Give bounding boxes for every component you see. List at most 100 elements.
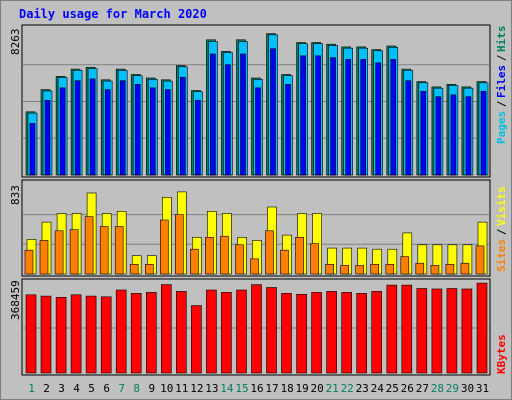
kbytes-kbytes-bar-16 bbox=[251, 284, 262, 374]
day-label-10: 10 bbox=[160, 382, 173, 395]
kbytes-kbytes-bar-22 bbox=[341, 292, 353, 374]
visits-sites-bar-18 bbox=[280, 249, 289, 275]
kbytes-y-max-label: 368459 bbox=[9, 280, 22, 320]
visits-sites-bar-29 bbox=[445, 263, 455, 275]
day-label-19: 19 bbox=[295, 382, 308, 395]
day-label-24: 24 bbox=[371, 382, 385, 395]
visits-sites-bar-16 bbox=[250, 258, 259, 275]
day-label-8: 8 bbox=[133, 382, 140, 395]
visits-sites-bar-27 bbox=[415, 262, 425, 275]
hits-pages-bar-12 bbox=[195, 100, 201, 176]
hits-pages-bar-7 bbox=[119, 80, 126, 176]
kbytes-kbytes-bar-2 bbox=[40, 295, 52, 374]
day-label-28: 28 bbox=[431, 382, 444, 395]
visits-legend-sites: Sites bbox=[495, 239, 508, 272]
hits-pages-bar-26 bbox=[405, 80, 412, 176]
panel-frames bbox=[21, 24, 491, 376]
kbytes-kbytes-bar-3 bbox=[55, 296, 67, 374]
day-label-1: 1 bbox=[28, 382, 35, 395]
kbytes-kbytes-bar-23 bbox=[356, 293, 368, 374]
hits-pages-bar-8 bbox=[134, 84, 141, 176]
day-label-4: 4 bbox=[73, 382, 80, 395]
kbytes-legend-kbytes: KBytes bbox=[495, 334, 508, 374]
hits-pages-bar-9 bbox=[150, 87, 156, 176]
visits-sites-bar-30 bbox=[460, 262, 470, 275]
hits-pages-bar-6 bbox=[104, 89, 111, 176]
day-label-13: 13 bbox=[205, 382, 218, 395]
day-label-14: 14 bbox=[220, 382, 234, 395]
day-label-5: 5 bbox=[88, 382, 95, 395]
chart-title: Daily usage for March 2020 bbox=[19, 7, 207, 21]
visits-sites-bar-3 bbox=[54, 230, 64, 275]
visits-sites-bar-12 bbox=[190, 248, 199, 275]
kbytes-kbytes-bar-11 bbox=[176, 291, 187, 374]
day-label-21: 21 bbox=[326, 382, 339, 395]
visits-sites-bar-26 bbox=[400, 256, 410, 275]
visits-sites-bar-15 bbox=[235, 244, 244, 275]
visits-sites-bar-1 bbox=[24, 249, 34, 275]
hits-pages-bar-30 bbox=[465, 96, 472, 176]
kbytes-kbytes-bar-19 bbox=[296, 293, 307, 374]
visits-sites-bar-21 bbox=[325, 263, 334, 275]
kbytes-kbytes-bar-27 bbox=[416, 288, 428, 374]
hits-pages-bar-22 bbox=[345, 59, 352, 176]
kbytes-kbytes-bar-26 bbox=[401, 284, 413, 374]
day-labels: 1 2 3 4 5 6 7 8 9 10 11 12 13 14 15 16 17 18 19 20 21 22 23 24 2… bbox=[28, 382, 489, 395]
hits-legend-separator-1: / bbox=[495, 100, 508, 107]
hits-pages-bar-28 bbox=[435, 96, 442, 176]
visits-sites-bar-28 bbox=[430, 265, 440, 275]
kbytes-kbytes-bar-18 bbox=[281, 293, 292, 374]
hits-pages-bar-25 bbox=[390, 59, 397, 176]
kbytes-kbytes-bar-28 bbox=[431, 288, 443, 374]
day-label-3: 3 bbox=[58, 382, 65, 395]
visits-sites-bar-13 bbox=[205, 237, 214, 275]
hits-legend-hits: Hits bbox=[495, 26, 508, 53]
day-label-16: 16 bbox=[250, 382, 263, 395]
hits-legend-files: Files bbox=[495, 65, 508, 98]
day-label-7: 7 bbox=[118, 382, 125, 395]
kbytes-kbytes-bar-29 bbox=[446, 288, 458, 374]
hits-pages-bar-1 bbox=[29, 123, 36, 176]
visits-sites-bar-9 bbox=[145, 263, 154, 275]
day-label-29: 29 bbox=[446, 382, 459, 395]
hits-pages-bar-11 bbox=[180, 76, 186, 176]
hits-pages-bar-2 bbox=[44, 100, 51, 176]
visits-sites-bar-22 bbox=[340, 265, 350, 275]
visits-sites-bar-10 bbox=[160, 219, 169, 275]
hits-pages-bar-4 bbox=[74, 80, 81, 176]
hits-pages-bar-19 bbox=[300, 55, 306, 176]
day-label-27: 27 bbox=[416, 382, 429, 395]
kbytes-kbytes-bar-8 bbox=[130, 293, 142, 374]
day-label-11: 11 bbox=[175, 382, 188, 395]
kbytes-kbytes-bar-24 bbox=[371, 291, 383, 374]
day-label-18: 18 bbox=[280, 382, 293, 395]
visits-sites-bar-25 bbox=[385, 263, 395, 275]
kbytes-kbytes-bar-1 bbox=[25, 294, 37, 374]
kbytes-kbytes-bar-31 bbox=[476, 282, 488, 374]
kbytes-kbytes-bar-30 bbox=[461, 288, 473, 374]
visits-sites-bar-5 bbox=[84, 216, 94, 275]
hits-pages-bar-16 bbox=[255, 87, 261, 176]
hits-legend-separator-2: / bbox=[495, 54, 508, 61]
visits-sites-bar-4 bbox=[69, 229, 79, 275]
kbytes-kbytes-bar-17 bbox=[266, 287, 277, 374]
kbytes-kbytes-bar-20 bbox=[311, 292, 322, 374]
hits-pages-bar-18 bbox=[285, 84, 291, 176]
day-label-23: 23 bbox=[356, 382, 369, 395]
visits-sites-bar-11 bbox=[175, 214, 184, 275]
hits-pages-bar-17 bbox=[270, 48, 276, 176]
visits-sites-bar-8 bbox=[129, 263, 139, 275]
day-label-2: 2 bbox=[43, 382, 50, 395]
day-label-26: 26 bbox=[401, 382, 414, 395]
hits-pages-bar-29 bbox=[450, 94, 457, 176]
visits-sites-bar-31 bbox=[475, 245, 485, 275]
visits-sites-bar-20 bbox=[310, 243, 319, 275]
hits-pages-bar-14 bbox=[225, 64, 231, 176]
hits-pages-bar-15 bbox=[240, 53, 246, 176]
visits-panel-frame bbox=[21, 179, 491, 277]
day-label-25: 25 bbox=[386, 382, 399, 395]
visits-sites-bar-6 bbox=[99, 226, 109, 275]
day-label-6: 6 bbox=[103, 382, 110, 395]
